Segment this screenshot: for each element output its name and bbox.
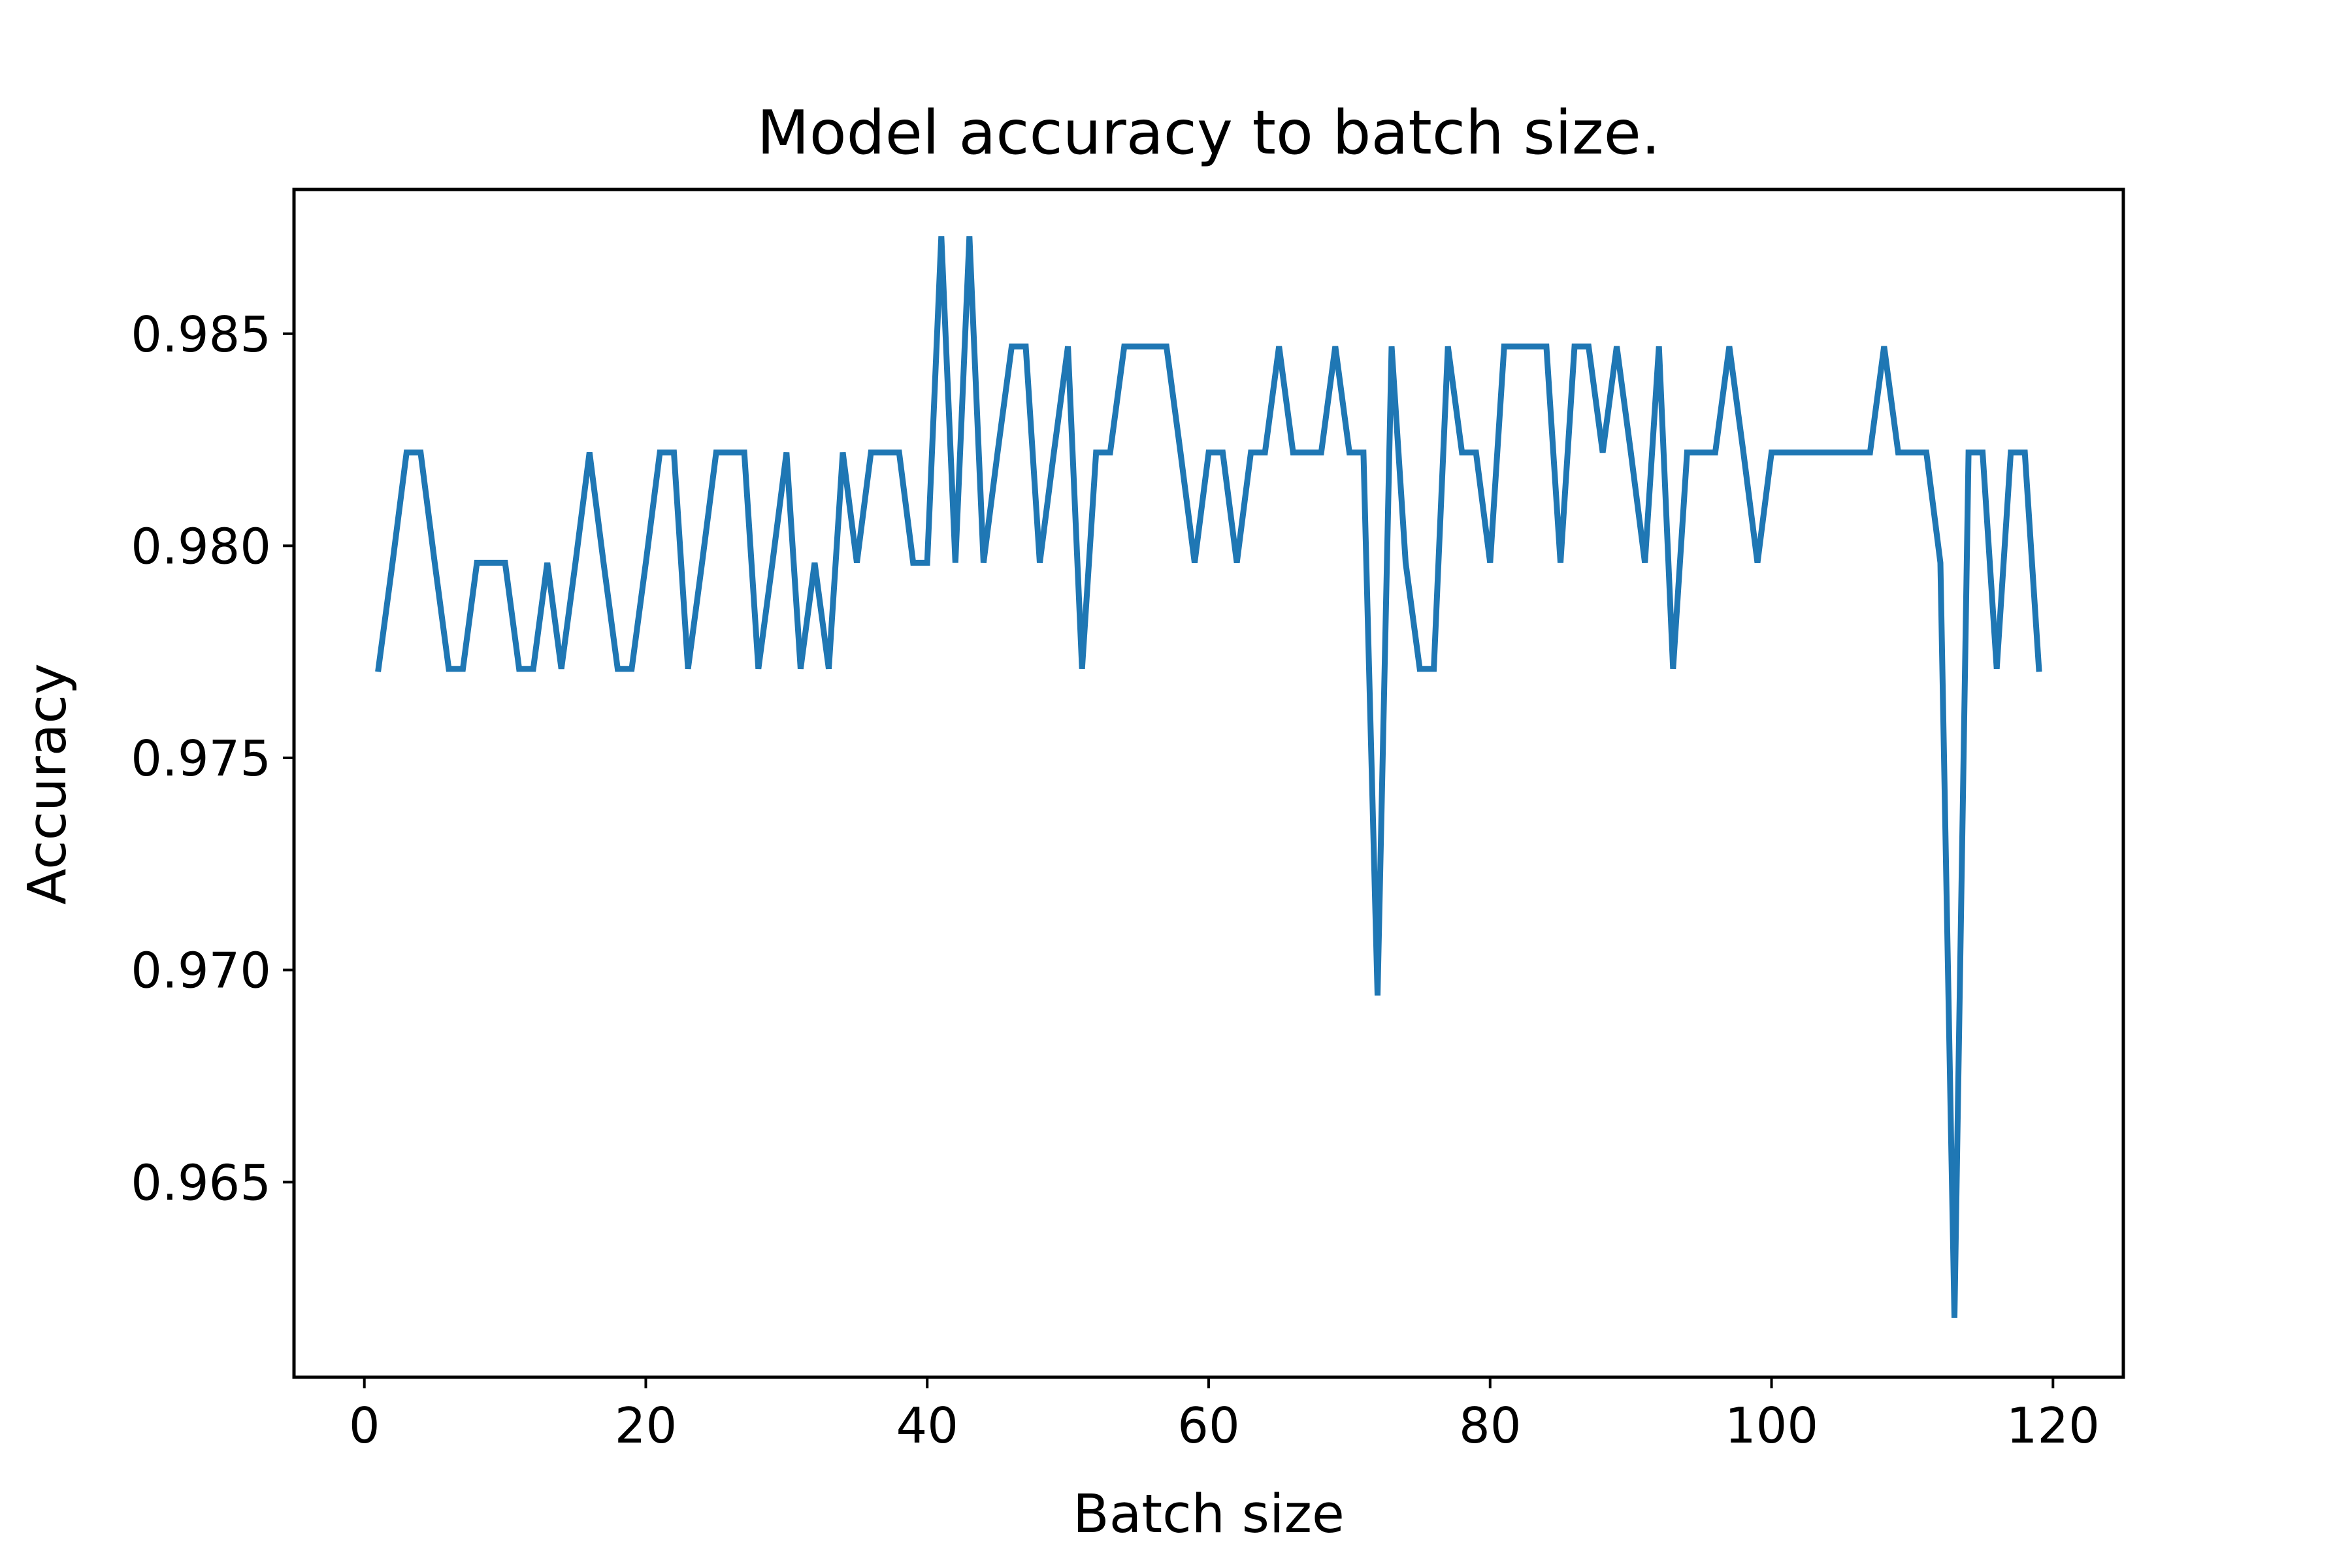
x-tick-label: 120 <box>2006 1397 2100 1454</box>
y-tick-label: 0.985 <box>131 306 271 363</box>
y-axis-label: Accuracy <box>17 663 78 905</box>
x-axis: 0 20 40 60 80 100 120 <box>349 1377 2100 1454</box>
x-tick-label: 100 <box>1725 1397 1818 1454</box>
series-line-0 <box>375 236 2042 1318</box>
plot-area <box>375 236 2042 1318</box>
y-tick-label: 0.980 <box>131 517 271 575</box>
x-tick-label: 40 <box>896 1397 958 1454</box>
x-tick-label: 80 <box>1459 1397 1521 1454</box>
chart-title: Model accuracy to batch size. <box>757 97 1661 168</box>
x-tick-label: 0 <box>349 1397 380 1454</box>
y-tick-label: 0.965 <box>131 1154 271 1211</box>
y-tick-label: 0.975 <box>131 730 271 787</box>
y-axis: 0.965 0.970 0.975 0.980 0.985 <box>131 306 294 1211</box>
x-tick-label: 20 <box>615 1397 677 1454</box>
y-tick-label: 0.970 <box>131 942 271 1000</box>
x-tick-label: 60 <box>1177 1397 1239 1454</box>
x-axis-label: Batch size <box>1073 1484 1345 1545</box>
